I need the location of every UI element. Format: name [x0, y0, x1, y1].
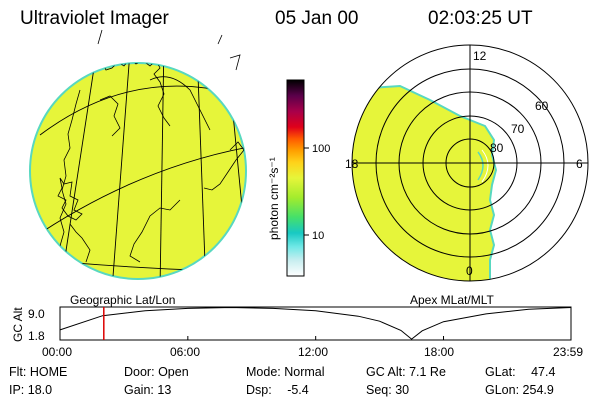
- page-title: Ultraviolet Imager: [20, 8, 169, 29]
- seq-label: Seq:: [366, 383, 392, 397]
- polar-panel-label: Apex MLat/MLT: [410, 293, 494, 307]
- filter-value: HOME: [29, 365, 68, 379]
- glon-label: GLon:: [485, 383, 520, 397]
- dsp-value: -5.4: [287, 383, 309, 397]
- altitude-x-ticks: [59, 336, 572, 340]
- gcalt-label: GC Alt:: [366, 365, 406, 379]
- polar-mlt-label-12: 12: [473, 49, 487, 63]
- altitude-series-line: [59, 306, 572, 340]
- altitude-y-tick-min: 1.8: [28, 329, 45, 343]
- altitude-y-axis-title: GC Alt: [11, 307, 25, 342]
- geo-image-disk: [29, 62, 247, 280]
- gain-label: Gain:: [124, 383, 154, 397]
- gcalt-value: 7.1 Re: [409, 365, 446, 379]
- dsp-label: Dsp:: [246, 383, 272, 397]
- altitude-y-tick-max: 9.0: [28, 307, 45, 321]
- mode-info: Mode: Normal: [246, 366, 325, 379]
- x-tick-label-2359: 23:59: [553, 345, 584, 359]
- x-tick-label-0000: 00:00: [42, 345, 73, 359]
- header-time: 02:03:25 UT: [428, 8, 533, 29]
- colorbar-tick-label-100: 100: [312, 143, 330, 155]
- gcalt-info: GC Alt: 7.1 Re: [366, 366, 446, 379]
- gain-value: 13: [157, 383, 172, 397]
- x-tick-label-0600: 06:00: [170, 345, 201, 359]
- polar-grid: [351, 44, 589, 282]
- ip-label: IP:: [9, 383, 25, 397]
- polar-lat-label-60: 60: [535, 99, 549, 113]
- geo-panel-label: Geographic Lat/Lon: [70, 293, 176, 307]
- polar-lat-label-70: 70: [511, 122, 525, 136]
- glat-label: GLat:: [485, 365, 516, 379]
- geo-offdisk-lines: [97, 29, 241, 71]
- door-info: Door: Open: [124, 366, 189, 379]
- filter-label: Flt:: [9, 365, 27, 379]
- mode-value: Normal: [284, 365, 325, 379]
- ip-info: IP: 18.0: [9, 384, 52, 397]
- geo-coastlines: [57, 63, 245, 277]
- glat-info: GLat: 47.4: [485, 366, 555, 379]
- colorbar: 100 10 photon cm⁻²s⁻¹: [267, 79, 330, 277]
- polar-mlt-label-18: 18: [345, 157, 359, 171]
- altitude-chart: GC Alt 9.0 1.8: [11, 306, 572, 343]
- seq-info: Seq: 30: [366, 384, 409, 397]
- dsp-info: Dsp: -5.4: [246, 384, 309, 397]
- colorbar-gradient: [286, 79, 305, 277]
- filter-info: Flt: HOME: [9, 366, 67, 379]
- polar-image-panel: 12 18 6 0 60 70 80: [345, 44, 589, 282]
- colorbar-label: photon cm⁻²s⁻¹: [267, 157, 281, 240]
- seq-value: 30: [395, 383, 410, 397]
- door-value: Open: [158, 365, 189, 379]
- mode-label: Mode:: [246, 365, 281, 379]
- glon-info: GLon: 254.9: [485, 384, 554, 397]
- polar-mlt-label-6: 6: [576, 157, 583, 171]
- x-tick-label-1200: 12:00: [298, 345, 329, 359]
- glon-value: 254.9: [522, 383, 554, 397]
- polar-lat-label-80: 80: [490, 141, 504, 155]
- gain-info: Gain: 13: [124, 384, 171, 397]
- geographic-image-panel: [29, 29, 247, 280]
- colorbar-tick-label-10: 10: [312, 230, 324, 242]
- glat-value: 47.4: [531, 365, 556, 379]
- polar-mlt-label-0: 0: [466, 264, 473, 278]
- header-date: 05 Jan 00: [275, 8, 359, 29]
- x-tick-label-1800: 18:00: [424, 345, 455, 359]
- ip-value: 18.0: [27, 383, 53, 397]
- door-label: Door:: [124, 365, 155, 379]
